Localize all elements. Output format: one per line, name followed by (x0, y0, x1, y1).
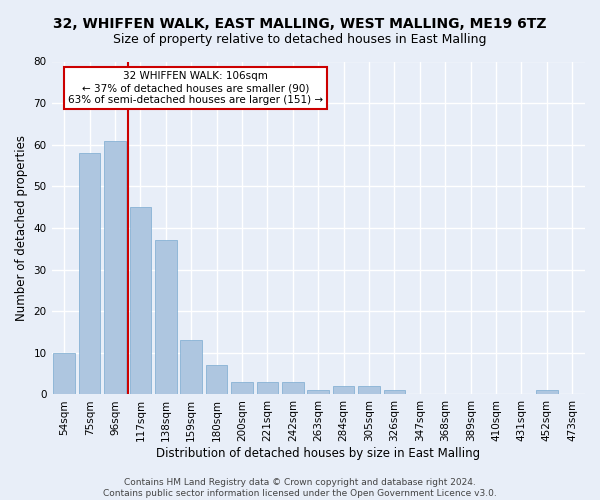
Bar (130, 207, 151, 394)
Bar (181, 340, 202, 394)
Bar (257, 382, 278, 394)
Bar (155, 240, 176, 394)
Bar (53, 353, 75, 395)
Text: 32 WHIFFEN WALK: 106sqm
← 37% of detached houses are smaller (90)
63% of semi-de: 32 WHIFFEN WALK: 106sqm ← 37% of detache… (68, 72, 323, 104)
Bar (536, 390, 557, 394)
Y-axis label: Number of detached properties: Number of detached properties (15, 135, 28, 321)
Bar (333, 386, 355, 394)
Bar (79, 153, 100, 394)
Bar (104, 140, 126, 394)
X-axis label: Distribution of detached houses by size in East Malling: Distribution of detached houses by size … (156, 447, 481, 460)
Text: Size of property relative to detached houses in East Malling: Size of property relative to detached ho… (113, 32, 487, 46)
Text: 32, WHIFFEN WALK, EAST MALLING, WEST MALLING, ME19 6TZ: 32, WHIFFEN WALK, EAST MALLING, WEST MAL… (53, 18, 547, 32)
Bar (231, 382, 253, 394)
Text: Contains HM Land Registry data © Crown copyright and database right 2024.
Contai: Contains HM Land Registry data © Crown c… (103, 478, 497, 498)
Bar (307, 390, 329, 394)
Bar (206, 366, 227, 394)
Bar (383, 390, 405, 394)
Bar (282, 382, 304, 394)
Bar (358, 386, 380, 394)
